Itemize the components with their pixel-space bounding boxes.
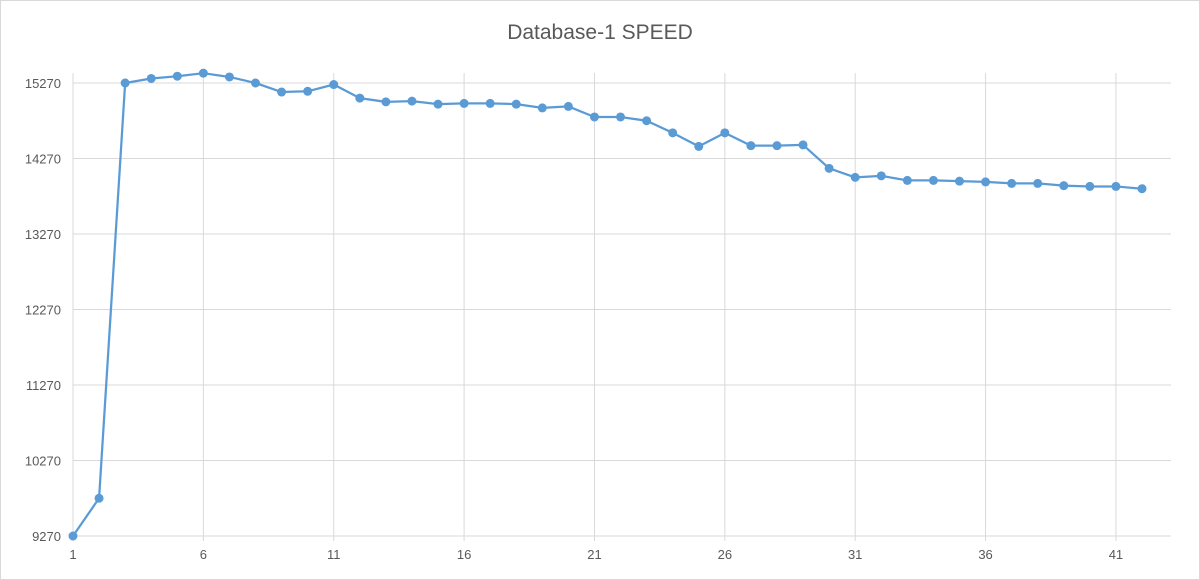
data-point	[720, 128, 730, 138]
x-tick-label: 16	[457, 547, 471, 562]
data-point	[798, 140, 808, 150]
data-point	[303, 86, 313, 96]
data-point	[928, 175, 938, 185]
data-point	[1059, 181, 1069, 191]
data-point	[902, 175, 912, 185]
x-tick-label: 41	[1109, 547, 1123, 562]
data-point	[277, 87, 287, 97]
data-point	[381, 97, 391, 107]
data-point	[329, 80, 339, 90]
data-point	[198, 68, 208, 78]
data-point	[1085, 181, 1095, 191]
data-point	[433, 99, 443, 109]
data-point	[146, 73, 156, 83]
x-tick-label: 36	[978, 547, 992, 562]
data-point	[1111, 181, 1121, 191]
data-point	[511, 99, 521, 109]
data-point	[1007, 178, 1017, 188]
data-point	[355, 93, 365, 103]
x-tick-label: 11	[327, 547, 341, 562]
chart-title: Database-1 SPEED	[507, 21, 693, 44]
data-point	[876, 171, 886, 181]
series-line	[72, 72, 1143, 537]
x-tick-label: 1	[69, 547, 76, 562]
x-tick-label: 21	[587, 547, 601, 562]
data-point	[746, 141, 756, 151]
data-point	[824, 163, 834, 173]
x-tick-label: 26	[718, 547, 732, 562]
data-point	[224, 72, 234, 82]
data-point	[981, 177, 991, 187]
x-tick-label: 31	[848, 547, 862, 562]
y-tick-label: 14270	[25, 152, 61, 167]
gridlines	[72, 73, 1171, 541]
data-point	[616, 112, 626, 122]
data-point	[668, 128, 678, 138]
x-tick-label: 6	[200, 547, 207, 562]
y-tick-label: 9270	[32, 529, 61, 544]
y-tick-label: 13270	[25, 227, 61, 242]
data-point	[68, 531, 78, 541]
data-point	[1137, 184, 1147, 194]
y-tick-label: 15270	[25, 76, 61, 91]
data-point	[485, 98, 495, 108]
data-point	[407, 96, 417, 106]
y-tick-label: 12270	[25, 303, 61, 318]
y-tick-label: 10270	[25, 454, 61, 469]
data-point	[642, 116, 652, 126]
data-point	[589, 112, 599, 122]
data-point	[694, 141, 704, 151]
data-point	[772, 141, 782, 151]
data-point	[954, 176, 964, 186]
data-point	[563, 101, 573, 111]
y-tick-label: 11270	[26, 378, 61, 393]
data-point	[94, 493, 104, 503]
data-point	[251, 78, 261, 88]
data-point	[172, 71, 182, 81]
data-point	[120, 78, 130, 88]
data-point	[537, 103, 547, 113]
data-point	[850, 172, 860, 182]
data-point	[459, 98, 469, 108]
series-layer	[68, 68, 1147, 541]
data-point	[1033, 178, 1043, 188]
